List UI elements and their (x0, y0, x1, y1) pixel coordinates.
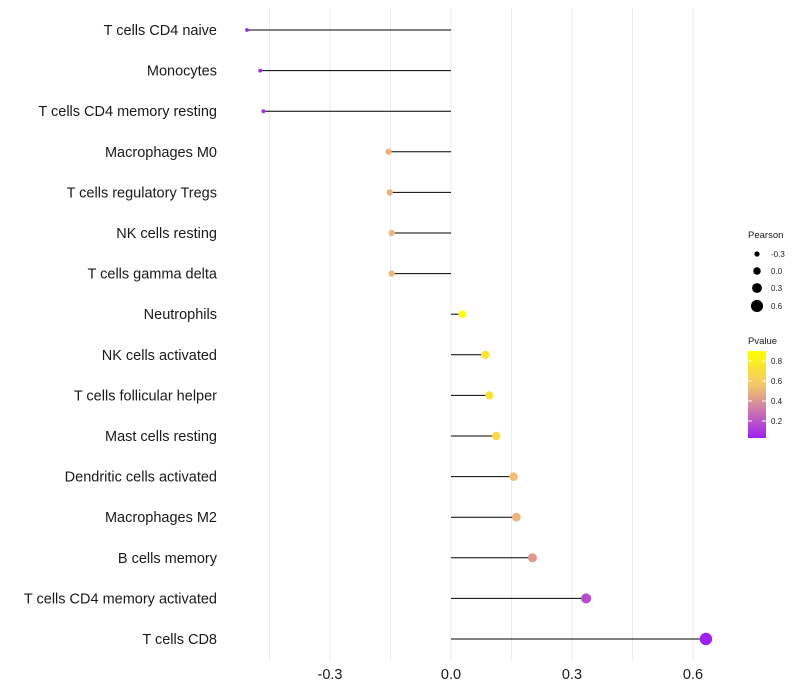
x-tick-label: -0.3 (318, 667, 343, 683)
size-legend-title: Pearson (748, 230, 783, 241)
category-label: T cells CD8 (142, 632, 217, 648)
lollipop-point (261, 109, 266, 114)
color-legend-label: 0.4 (771, 397, 783, 406)
x-tick-label-layer: -0.3 0.0 0.3 0.6 (318, 667, 704, 683)
lollipop-point (385, 148, 392, 155)
lollipop-point (481, 350, 490, 359)
size-legend-key (754, 251, 760, 257)
size-legend-key (750, 299, 764, 313)
lollipop-point (699, 632, 713, 646)
category-label: Neutrophils (144, 307, 217, 323)
size-legend-key (753, 267, 761, 275)
lollipop-point (527, 553, 538, 563)
category-label: T cells CD4 memory resting (38, 104, 217, 120)
category-label: T cells regulatory Tregs (67, 185, 217, 201)
lollipop-point (491, 431, 501, 441)
size-legend-label: 0.3 (771, 284, 783, 293)
category-label: T cells CD4 naive (104, 23, 217, 39)
lollipop-point (458, 310, 467, 319)
size-legend-label: 0.0 (771, 267, 783, 276)
x-tick-label: 0.3 (562, 667, 582, 683)
lollipop-point (388, 229, 395, 237)
lollipop-point (386, 189, 393, 196)
color-legend-label: 0.6 (771, 377, 783, 386)
x-tick-label: 0.6 (683, 667, 703, 683)
lollipop-point (485, 391, 494, 400)
pvalue-color-bar (748, 351, 766, 438)
color-legend-label: 0.2 (771, 417, 783, 426)
x-tick-label: 0.0 (441, 667, 461, 683)
category-label: Macrophages M2 (105, 510, 217, 526)
lollipop-point (388, 270, 395, 277)
lollipop-point (509, 472, 518, 481)
category-label: T cells follicular helper (74, 388, 217, 404)
size-legend-label: -0.3 (771, 250, 785, 259)
color-legend-title: Pvalue (748, 336, 777, 347)
segment-layer (246, 29, 706, 640)
lollipop-point (258, 68, 263, 73)
category-label: NK cells activated (102, 348, 217, 364)
category-label: T cells CD4 memory activated (24, 591, 217, 607)
point-layer (245, 28, 713, 646)
category-label: Dendritic cells activated (65, 470, 217, 486)
category-label: Macrophages M0 (105, 145, 217, 161)
size-legend-key (752, 283, 762, 293)
category-label: T cells gamma delta (88, 267, 218, 283)
category-label: Mast cells resting (105, 429, 217, 445)
category-label-layer: T cells CD4 naive Monocytes T cells CD4 me… (24, 23, 218, 648)
size-legend-label: 0.6 (771, 302, 783, 311)
grid-layer (269, 8, 694, 660)
category-label: B cells memory (118, 551, 218, 567)
lollipop-point (581, 593, 592, 604)
size-legend: Pearson -0.3 0.0 0.3 0.6 (748, 230, 785, 313)
lollipop-point (245, 28, 249, 32)
color-legend: Pvalue 0.2 0.4 0.6 0.8 (748, 336, 783, 438)
lollipop-point (511, 512, 521, 522)
category-label: Monocytes (147, 64, 217, 80)
color-legend-label: 0.8 (771, 357, 783, 366)
category-label: NK cells resting (116, 226, 217, 242)
